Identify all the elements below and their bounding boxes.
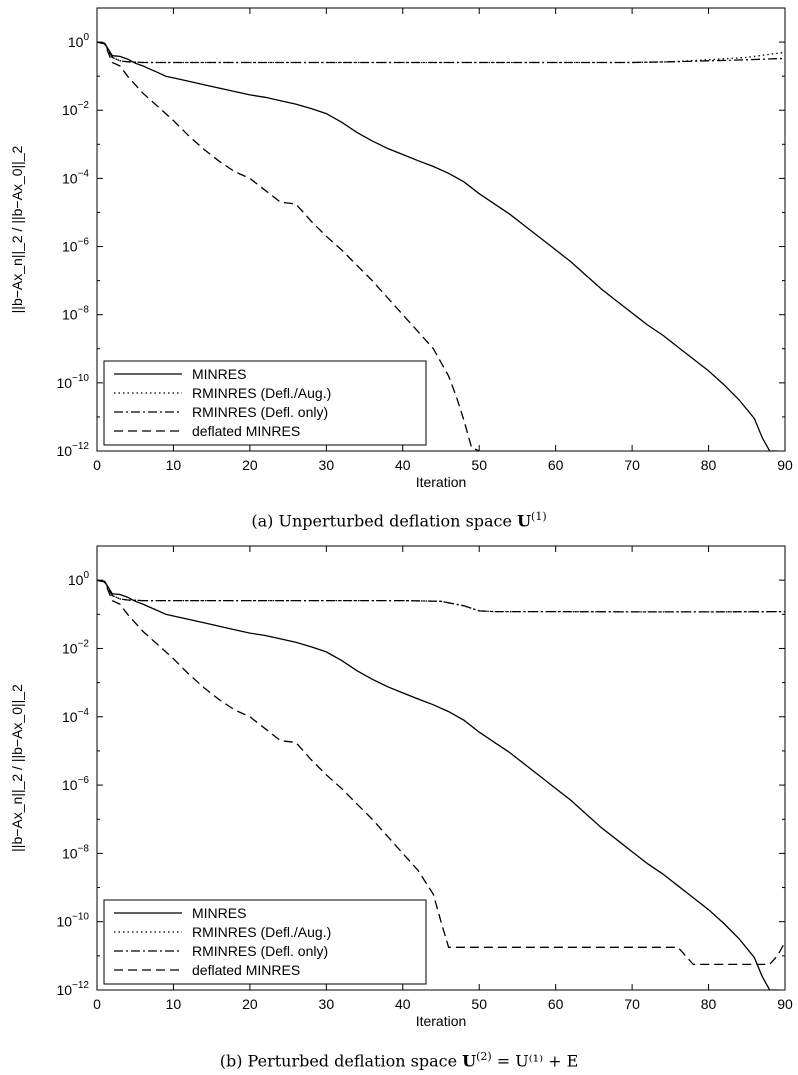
x-tick-label: 90 [777,457,793,473]
series-line-minres [97,579,778,990]
y-tick-label: 10−2 [62,100,89,118]
series-line-rminres-defl-only [97,41,785,64]
chart-panel-b: 0 10 20 30 40 50 60 70 80 90 100 10−2 10−4 10−6 10−8 10… [9,545,793,1029]
x-tick-label: 10 [166,457,182,473]
x-tick-label: 0 [93,996,101,1012]
x-tick-label: 60 [548,457,564,473]
legend-label: RMINRES (Defl. only) [192,943,328,959]
x-tick-label: 80 [701,457,717,473]
x-tick-label: 40 [395,457,411,473]
legend-label: MINRES [192,366,246,382]
legend-label: RMINRES (Defl./Aug.) [192,924,331,940]
y-tick-label: 10−4 [62,168,89,186]
series-line-rminres-defl-aug [97,41,785,64]
x-tick-label: 50 [471,996,487,1012]
series-line-minres [97,41,778,451]
series-line-deflated-minres [97,41,480,451]
plot-frame [96,7,786,452]
legend-label: RMINRES (Defl. only) [192,404,328,420]
y-tick-label: 10−6 [62,775,89,793]
x-tick-label: 0 [93,457,101,473]
y-axis-label: ||b−Ax_n||_2 / ||b−Ax_0||_2 [9,145,25,313]
x-tick-label: 70 [624,457,640,473]
legend-label: RMINRES (Defl./Aug.) [192,385,331,401]
y-tick-label: 10−2 [62,638,89,656]
x-tick-label: 30 [319,996,335,1012]
y-tick-label: 10−6 [62,237,89,255]
caption-a: (a) Unperturbed deflation space U(1) [251,510,547,531]
x-tick-label: 50 [471,457,487,473]
y-tick-label: 10−10 [56,912,89,930]
x-tick-label: 90 [777,996,793,1012]
legend-label: deflated MINRES [192,962,300,978]
y-tick-label: 10−12 [56,441,89,459]
y-tick-label: 100 [68,32,90,50]
legend-label: MINRES [192,905,246,921]
x-tick-label: 20 [242,457,258,473]
x-tick-label: 20 [242,996,258,1012]
legend-label: deflated MINRES [192,423,300,439]
x-tick-label: 70 [624,996,640,1012]
chart-panel-a: 0 10 20 30 40 50 60 70 80 90 100 10−2 10−4 10−6 10−8 10… [9,7,793,490]
x-tick-label: 10 [166,996,182,1012]
series-line-rminres-defl-only [97,579,785,613]
y-tick-label: 10−8 [62,843,89,861]
series-line-rminres-defl-aug [97,579,785,613]
x-tick-label: 40 [395,996,411,1012]
x-tick-label: 80 [701,996,717,1012]
caption-b: (b) Perturbed deflation space U(2) = U⁽¹… [219,1050,579,1071]
series-line-deflated-minres [97,579,785,966]
x-tick-label: 60 [548,996,564,1012]
plot-frame [96,545,786,991]
y-axis-label: ||b−Ax_n||_2 / ||b−Ax_0||_2 [9,684,25,852]
y-tick-label: 10−12 [56,980,89,998]
x-axis-label: Iteration [416,474,467,490]
y-tick-label: 10−8 [62,305,89,323]
x-axis-label: Iteration [416,1013,467,1029]
y-tick-label: 10−4 [62,707,89,725]
y-tick-label: 100 [68,570,90,588]
y-tick-label: 10−10 [56,373,89,391]
x-tick-label: 30 [319,457,335,473]
